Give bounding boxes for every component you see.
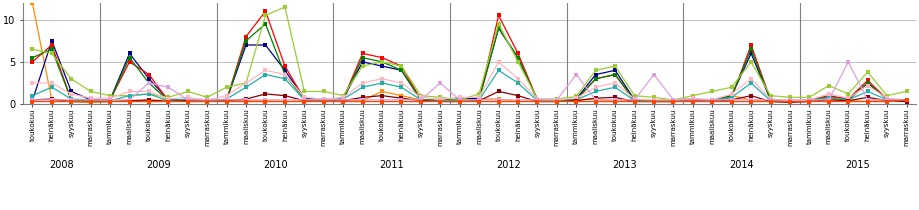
Text: 2013: 2013 xyxy=(613,160,637,170)
Text: 2008: 2008 xyxy=(50,160,74,170)
Text: 2014: 2014 xyxy=(729,160,754,170)
Text: 2009: 2009 xyxy=(146,160,171,170)
Text: 2012: 2012 xyxy=(496,160,521,170)
Text: 2015: 2015 xyxy=(845,160,870,170)
Text: 2010: 2010 xyxy=(263,160,288,170)
Text: 2011: 2011 xyxy=(380,160,404,170)
